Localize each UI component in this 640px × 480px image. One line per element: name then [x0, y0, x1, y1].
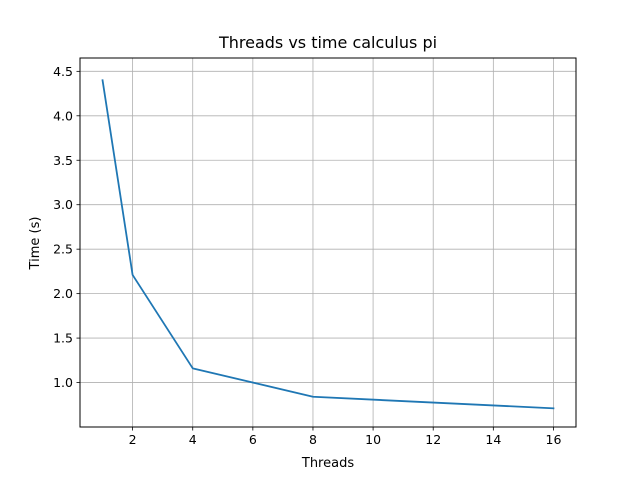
y-tick-label: 2.5	[53, 242, 73, 257]
x-tick-label: 4	[189, 432, 197, 447]
y-tick-label: 1.5	[53, 331, 73, 346]
grid	[80, 58, 576, 427]
plot-frame	[79, 57, 577, 428]
series-line	[101, 79, 555, 410]
y-tick-label: 3.5	[53, 153, 73, 168]
x-tick-label: 10	[365, 432, 381, 447]
x-tick-label: 16	[546, 432, 562, 447]
ticks: 2 4 6 8 10 12 14 16 1.0 1.5 2.0 2.5 3.0 3.5 4.0 4.5	[53, 64, 561, 447]
chart-title: Threads vs time calculus pi	[218, 33, 437, 52]
y-tick-label: 4.5	[53, 64, 73, 79]
x-tick-label: 8	[309, 432, 317, 447]
y-tick-label: 3.0	[53, 197, 73, 212]
y-axis-label: Time (s)	[28, 217, 43, 271]
x-tick-label: 14	[485, 432, 501, 447]
series-layer	[101, 79, 555, 410]
x-tick-label: 6	[249, 432, 257, 447]
y-tick-label: 1.0	[53, 375, 73, 390]
y-tick-label: 4.0	[53, 108, 73, 123]
y-tick-label: 2.0	[53, 286, 73, 301]
x-axis-label: Threads	[301, 456, 354, 471]
x-tick-label: 2	[129, 432, 137, 447]
x-tick-label: 12	[425, 432, 441, 447]
